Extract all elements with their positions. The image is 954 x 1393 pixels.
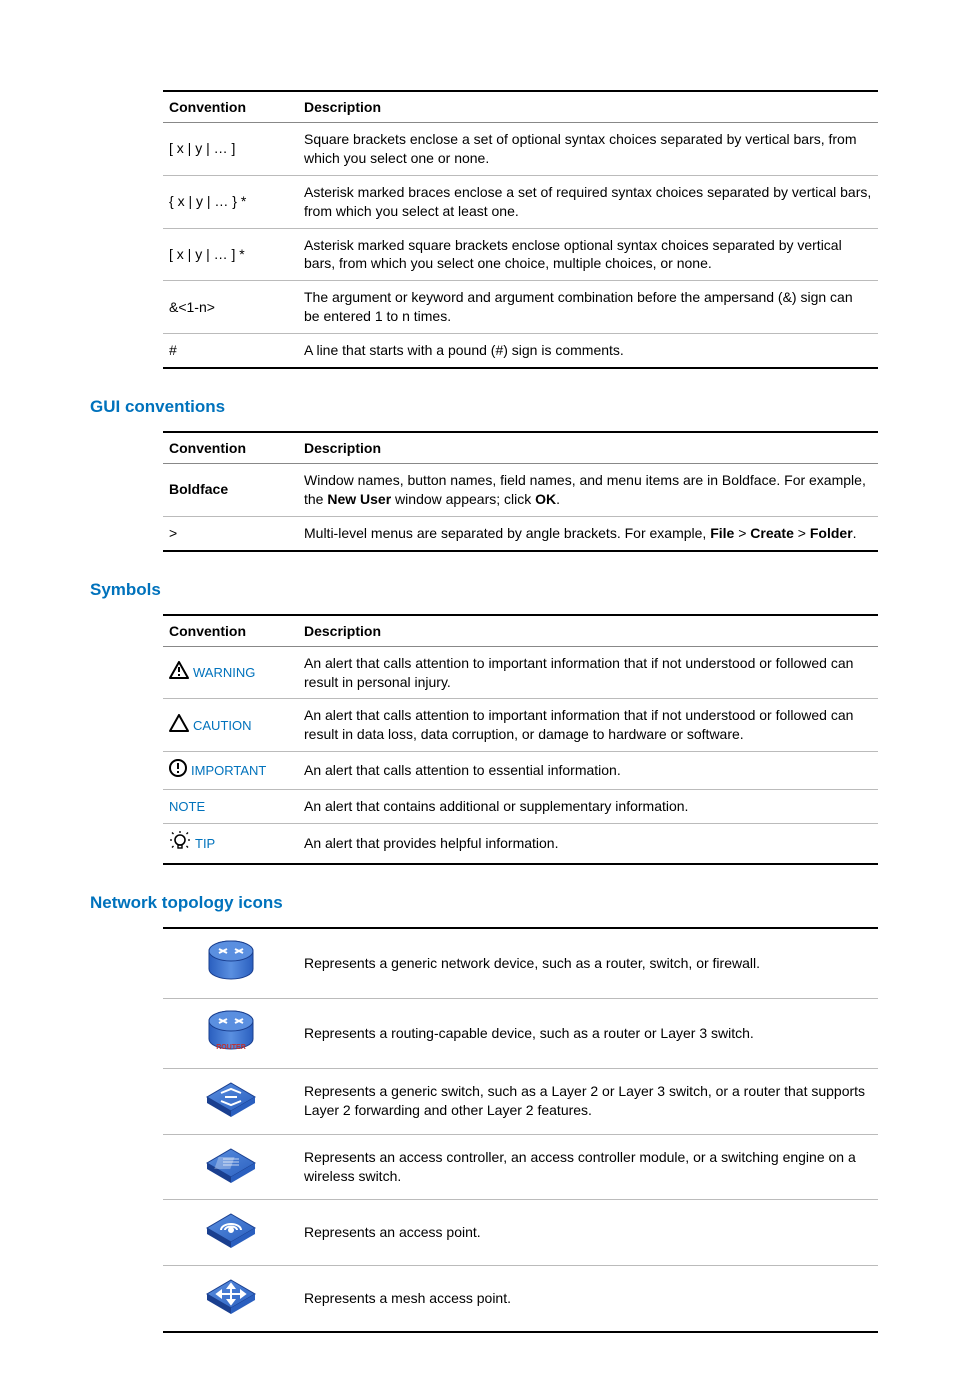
description-cell: Square brackets enclose a set of optiona… [298, 123, 878, 176]
router-icon: ROUTER [203, 1009, 259, 1058]
symbols-table: Convention Description WARNING An alert t… [163, 614, 878, 865]
circle-bang-icon [169, 759, 187, 782]
topology-icon-cell [163, 1200, 298, 1266]
page-container: Convention Description [ x | y | … ]Squa… [0, 0, 954, 1393]
svg-text:ROUTER: ROUTER [216, 1044, 246, 1051]
description-cell: An alert that calls attention to importa… [298, 699, 878, 752]
table-row: WARNING An alert that calls attention to … [163, 646, 878, 699]
table-row: IMPORTANT An alert that calls attention t… [163, 752, 878, 790]
convention-cell: [ x | y | … ] * [163, 228, 298, 281]
description-cell: Asterisk marked square brackets enclose … [298, 228, 878, 281]
convention-cell: [ x | y | … ] [163, 123, 298, 176]
col-header-description: Description [298, 432, 878, 464]
col-header-convention: Convention [163, 432, 298, 464]
description-cell: An alert that calls attention to importa… [298, 646, 878, 699]
lightbulb-icon [169, 831, 191, 856]
topology-icon-cell [163, 1068, 298, 1134]
col-header-description: Description [298, 615, 878, 647]
description-cell: The argument or keyword and argument com… [298, 281, 878, 334]
table-row: >Multi-level menus are separated by angl… [163, 516, 878, 550]
description-cell: Represents a mesh access point. [298, 1266, 878, 1332]
convention-cell: WARNING [163, 646, 298, 699]
table-row: Represents a generic network device, suc… [163, 928, 878, 998]
convention-cell: CAUTION [163, 699, 298, 752]
warning-triangle-icon [169, 714, 189, 737]
description-cell: Asterisk marked braces enclose a set of … [298, 175, 878, 228]
description-cell: An alert that calls attention to essenti… [298, 752, 878, 790]
table-row: Represents a generic switch, such as a L… [163, 1068, 878, 1134]
convention-cell: IMPORTANT [163, 752, 298, 790]
convention-cell: Boldface [163, 464, 298, 517]
table-row: ROUTER Represents a routing-capable devi… [163, 998, 878, 1068]
table-row: TIP An alert that provides helpful inform… [163, 824, 878, 864]
access-point-icon [203, 1210, 259, 1255]
table-row: #A line that starts with a pound (#) sig… [163, 334, 878, 368]
access-controller-icon [203, 1145, 259, 1190]
topology-icon-cell [163, 1134, 298, 1200]
symbol-label: IMPORTANT [191, 762, 266, 780]
mesh-ap-icon [203, 1276, 259, 1321]
convention-cell: &<1-n> [163, 281, 298, 334]
topology-heading: Network topology icons [90, 893, 864, 913]
convention-cell: # [163, 334, 298, 368]
table-row: { x | y | … } *Asterisk marked braces en… [163, 175, 878, 228]
topology-icon-cell [163, 1266, 298, 1332]
convention-cell: TIP [163, 824, 298, 864]
gui-conventions-heading: GUI conventions [90, 397, 864, 417]
convention-cell: { x | y | … } * [163, 175, 298, 228]
gui-conventions-table: Convention Description BoldfaceWindow na… [163, 431, 878, 552]
description-cell: An alert that contains additional or sup… [298, 790, 878, 824]
switch-icon [203, 1079, 259, 1124]
col-header-convention: Convention [163, 615, 298, 647]
description-cell: A line that starts with a pound (#) sign… [298, 334, 878, 368]
symbol-label: WARNING [193, 664, 255, 682]
symbol-label: NOTE [169, 798, 205, 816]
description-cell: Represents an access controller, an acce… [298, 1134, 878, 1200]
description-cell: Represents a routing-capable device, suc… [298, 998, 878, 1068]
convention-cell: NOTE [163, 790, 298, 824]
col-header-convention: Convention [163, 91, 298, 123]
topology-icon-cell [163, 928, 298, 998]
table-row: Represents a mesh access point. [163, 1266, 878, 1332]
table-row: [ x | y | … ]Square brackets enclose a s… [163, 123, 878, 176]
table-row: Represents an access point. [163, 1200, 878, 1266]
description-cell: Represents a generic switch, such as a L… [298, 1068, 878, 1134]
table-row: Represents an access controller, an acce… [163, 1134, 878, 1200]
generic-device-icon [203, 939, 259, 988]
warning-triangle-bang-icon [169, 661, 189, 684]
symbol-label: CAUTION [193, 717, 252, 735]
description-cell: Represents a generic network device, suc… [298, 928, 878, 998]
description-cell: Multi-level menus are separated by angle… [298, 516, 878, 550]
topology-table: Represents a generic network device, suc… [163, 927, 878, 1333]
syntax-conventions-table: Convention Description [ x | y | … ]Squa… [163, 90, 878, 369]
table-row: [ x | y | … ] *Asterisk marked square br… [163, 228, 878, 281]
description-cell: An alert that provides helpful informati… [298, 824, 878, 864]
table-row: CAUTION An alert that calls attention to … [163, 699, 878, 752]
symbols-heading: Symbols [90, 580, 864, 600]
table-row: NOTE An alert that contains additional or… [163, 790, 878, 824]
description-cell: Represents an access point. [298, 1200, 878, 1266]
convention-cell: > [163, 516, 298, 550]
topology-icon-cell: ROUTER [163, 998, 298, 1068]
col-header-description: Description [298, 91, 878, 123]
description-cell: Window names, button names, field names,… [298, 464, 878, 517]
table-row: &<1-n>The argument or keyword and argume… [163, 281, 878, 334]
symbol-label: TIP [195, 835, 215, 853]
table-row: BoldfaceWindow names, button names, fiel… [163, 464, 878, 517]
